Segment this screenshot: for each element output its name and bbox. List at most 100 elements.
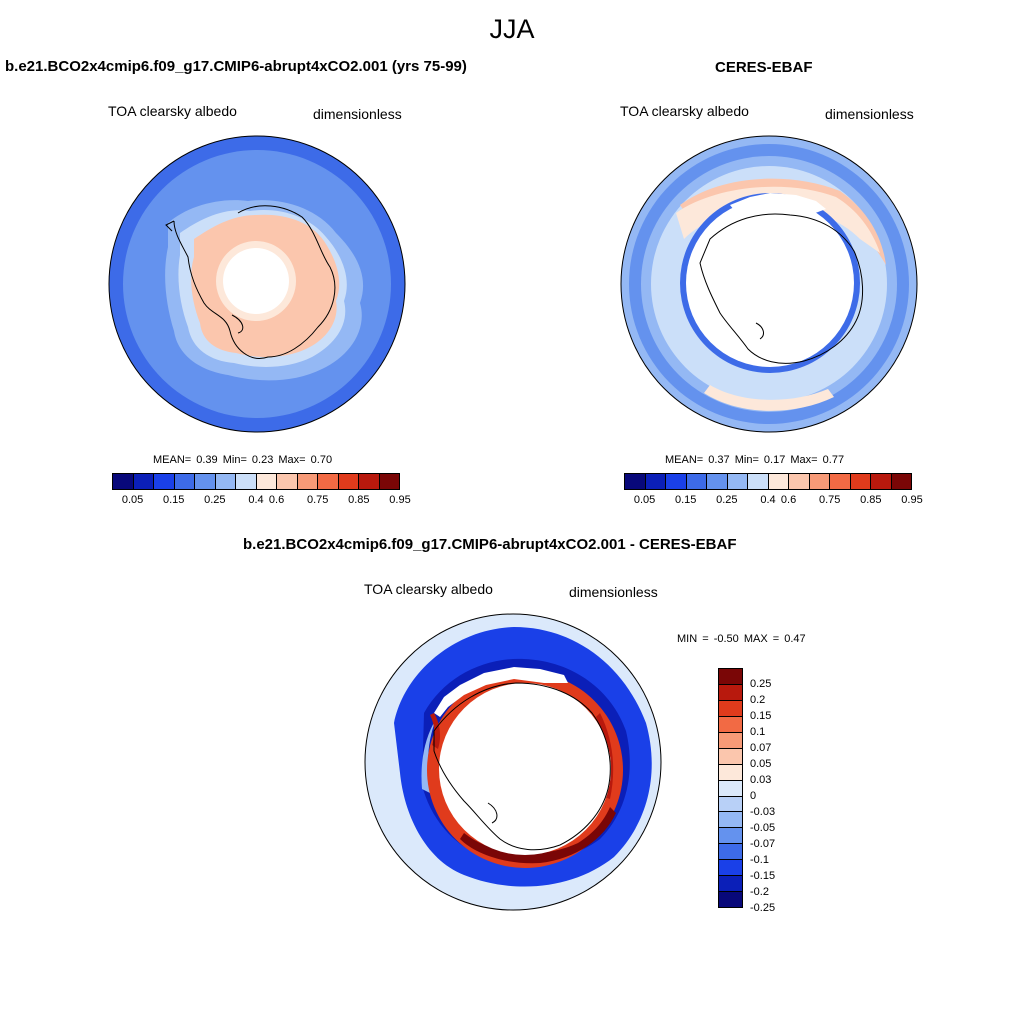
figure-title: JJA <box>489 14 535 44</box>
model-colorbar-swatch <box>195 474 216 489</box>
obs-colorbar-swatch <box>727 474 748 489</box>
obs-colorbar-swatch <box>850 474 871 489</box>
diff-colorbar-tick-label: 0.25 <box>750 678 772 690</box>
diff-colorbar-tick-label: -0.05 <box>750 822 776 834</box>
diff-colorbar-swatch <box>719 764 742 781</box>
diff-polar-hole <box>439 683 611 855</box>
model-colorbar-tick-label: 0.75 <box>306 494 329 506</box>
diff-variable-label: TOA clearsky albedo <box>364 581 493 597</box>
model-colorbar-ticks: 0.05 0.15 0.25 0.4 0.6 0.75 0.85 0.95 <box>112 494 411 508</box>
diff-colorbar-tick-label: -0.07 <box>750 838 776 850</box>
model-colorbar-tick-label: 0.85 <box>348 494 370 506</box>
model-colorbar-swatch <box>359 474 380 489</box>
diff-colorbar-swatch <box>719 828 742 845</box>
obs-colorbar <box>624 473 912 490</box>
diff-colorbar-swatch <box>719 716 742 733</box>
diff-colorbar-tick-label: 0.07 <box>750 742 772 754</box>
diff-colorbar-ticks: 0.25 0.2 0.15 0.1 0.07 0.05 0.03 0 -0.03 -0.05 -0.… <box>750 668 790 914</box>
diff-coastline <box>433 682 611 851</box>
obs-missing-data-strip <box>730 193 826 215</box>
obs-panel-title: CERES-EBAF <box>715 59 813 76</box>
obs-colorbar-tick-label: 0.75 <box>818 494 841 506</box>
obs-colorbar-tick-label: 0.4 <box>760 494 776 506</box>
diff-colorbar-swatch <box>719 669 742 685</box>
diff-colorbar-swatch <box>719 844 742 861</box>
diff-colorbar-tick-label: -0.2 <box>750 886 769 898</box>
diff-colorbar-swatch <box>719 700 742 717</box>
obs-units-label: dimensionless <box>825 106 914 122</box>
diff-colorbar-tick-label: 0.15 <box>750 710 772 722</box>
obs-colorbar-tick-label: 0.95 <box>901 494 923 506</box>
model-colorbar-tick-label: 0.6 <box>268 494 285 506</box>
model-colorbar-swatch <box>113 474 134 489</box>
model-colorbar-swatch <box>215 474 236 489</box>
obs-polar-map <box>620 135 918 433</box>
model-colorbar-swatch <box>318 474 339 489</box>
obs-colorbar-swatch <box>809 474 830 489</box>
model-polar-map <box>108 135 406 433</box>
model-colorbar-swatch <box>379 474 399 489</box>
obs-south-light-band <box>704 385 834 411</box>
model-colorbar <box>112 473 400 490</box>
model-colorbar-swatch <box>154 474 175 489</box>
obs-colorbar-swatch <box>768 474 789 489</box>
diff-colorbar <box>718 668 743 908</box>
obs-polar-hole <box>686 199 854 367</box>
diff-colorbar-swatch <box>719 876 742 893</box>
obs-stats: MEAN= 0.37 Min= 0.17 Max= 0.77 <box>665 454 845 466</box>
obs-colorbar-tick-label: 0.85 <box>860 494 882 506</box>
obs-colorbar-swatch <box>830 474 851 489</box>
diff-missing-data-strip <box>434 667 568 717</box>
obs-variable-label: TOA clearsky albedo <box>620 103 749 119</box>
diff-strong-positive-west <box>430 713 441 749</box>
diff-colorbar-tick-label: 0.2 <box>750 694 766 706</box>
diff-west-light-streak <box>421 719 436 795</box>
model-colorbar-tick-label: 0.25 <box>204 494 226 506</box>
obs-colorbar-swatch <box>891 474 911 489</box>
diff-colorbar-swatch <box>719 684 742 701</box>
model-map-border <box>108 135 406 433</box>
diff-map-border <box>364 613 662 911</box>
model-colorbar-swatch <box>133 474 154 489</box>
model-units-label: dimensionless <box>313 106 402 122</box>
obs-colorbar-ticks: 0.05 0.15 0.25 0.4 0.6 0.75 0.85 0.95 <box>624 494 923 508</box>
model-colorbar-tick-label: 0.95 <box>389 494 411 506</box>
obs-colorbar-swatch <box>871 474 892 489</box>
diff-colorbar-tick-label: 0 <box>750 790 757 802</box>
model-polar-hole <box>223 248 289 314</box>
model-variable-label: TOA clearsky albedo <box>108 103 237 119</box>
obs-coastline <box>699 213 864 364</box>
model-colorbar-swatch <box>236 474 257 489</box>
model-colorbar-swatch <box>277 474 298 489</box>
obs-colorbar-swatch <box>748 474 769 489</box>
diff-colorbar-swatch <box>719 860 742 877</box>
model-colorbar-tick-label: 0.15 <box>162 494 185 506</box>
diff-colorbar-tick-label: -0.15 <box>750 870 776 882</box>
obs-colorbar-swatch <box>707 474 728 489</box>
diff-panel-title: b.e21.BCO2x4cmip6.f09_g17.CMIP6-abrupt4x… <box>243 536 737 553</box>
obs-north-light-band <box>676 186 880 253</box>
model-colorbar-swatch <box>174 474 195 489</box>
obs-colorbar-swatch <box>686 474 707 489</box>
diff-colorbar-tick-label: 0.1 <box>750 726 766 738</box>
obs-colorbar-swatch <box>789 474 810 489</box>
diff-colorbar-swatch <box>719 812 742 829</box>
diff-colorbar-swatch <box>719 796 742 813</box>
diff-units-label: dimensionless <box>569 584 658 600</box>
diff-strong-positive-south <box>460 807 616 864</box>
obs-colorbar-tick-label: 0.15 <box>674 494 697 506</box>
model-coastline <box>165 205 336 359</box>
diff-colorbar-tick-label: -0.1 <box>750 854 769 866</box>
model-colorbar-swatch <box>338 474 359 489</box>
diff-stats: MIN = -0.50 MAX = 0.47 <box>677 633 806 645</box>
obs-colorbar-tick-label: 0.05 <box>633 494 656 506</box>
model-panel-title: b.e21.BCO2x4cmip6.f09_g17.CMIP6-abrupt4x… <box>5 58 467 75</box>
model-colorbar-swatch <box>256 474 277 489</box>
diff-colorbar-swatch <box>719 892 742 908</box>
model-stats: MEAN= 0.39 Min= 0.23 Max= 0.70 <box>153 454 333 466</box>
diff-colorbar-tick-label: 0.05 <box>750 758 772 770</box>
obs-colorbar-tick-label: 0.25 <box>716 494 738 506</box>
diff-colorbar-tick-label: 0.03 <box>750 774 772 786</box>
diff-colorbar-tick-label: -0.25 <box>750 902 776 914</box>
diff-colorbar-swatch <box>719 748 742 765</box>
